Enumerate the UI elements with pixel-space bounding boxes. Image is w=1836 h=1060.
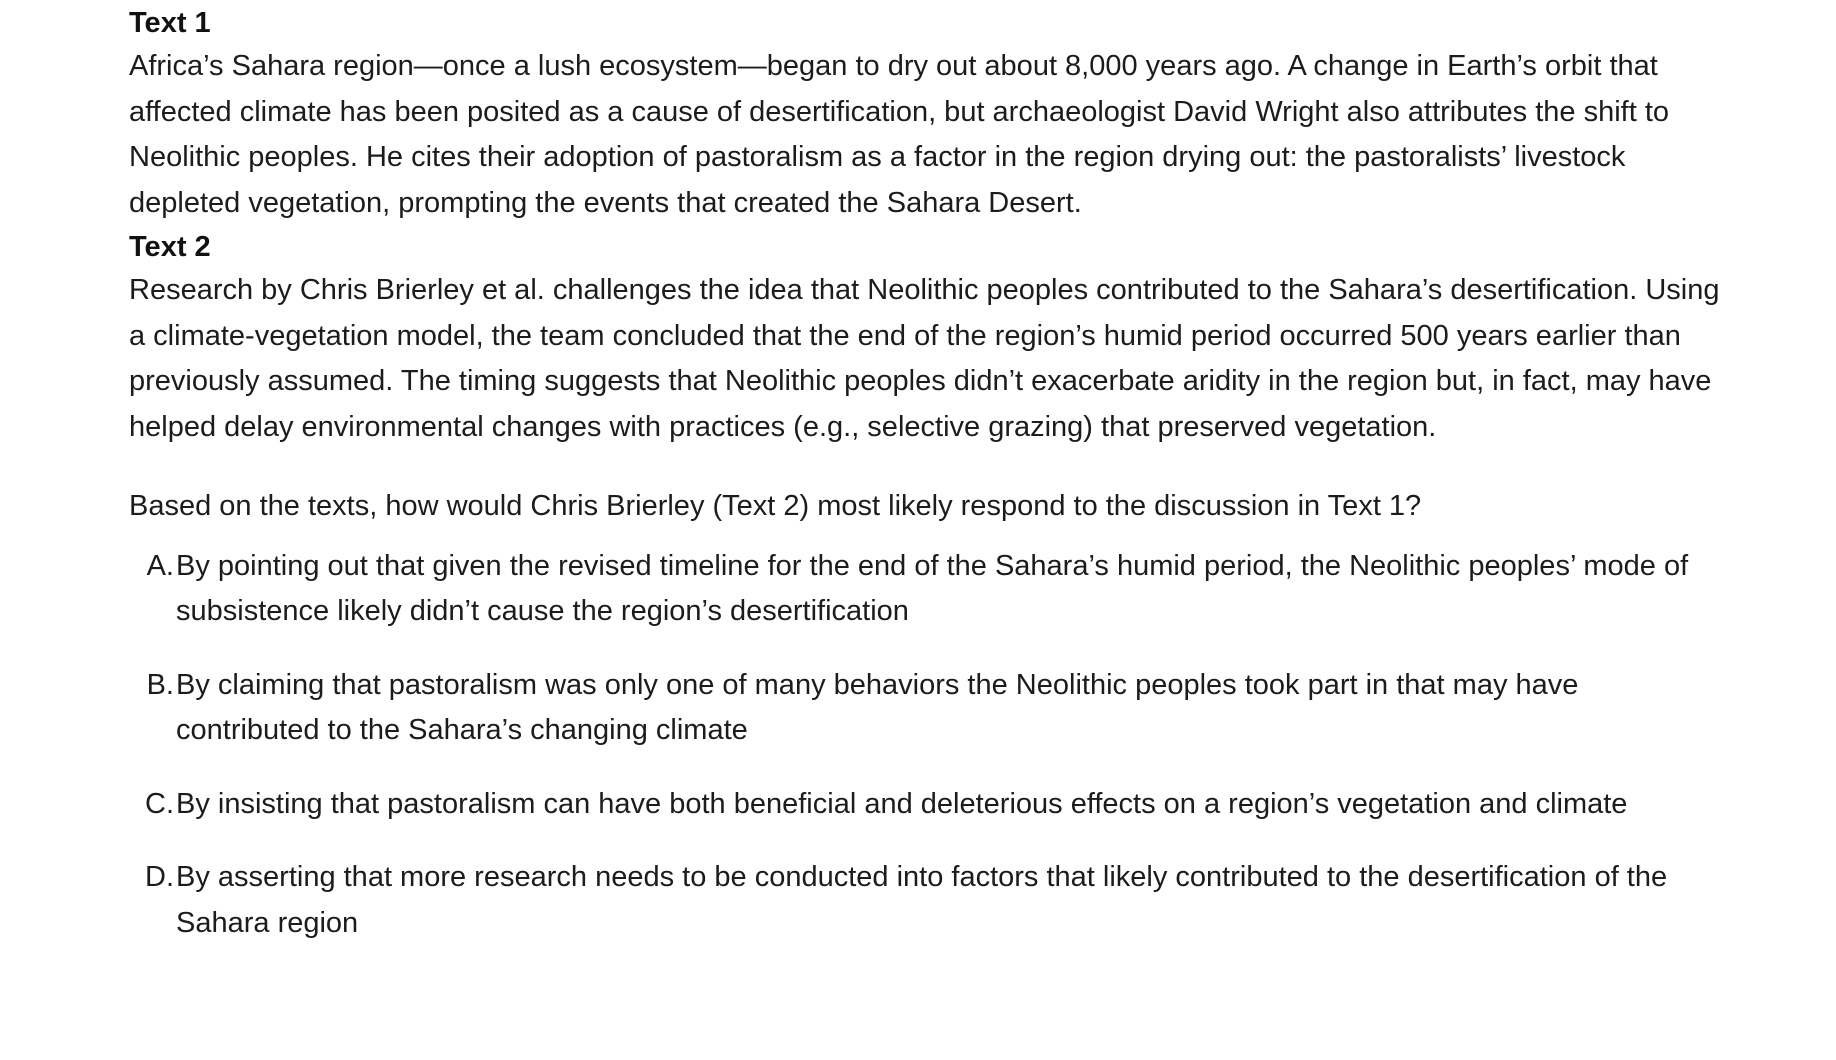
choice-d[interactable]: D. By asserting that more research needs… [129,855,1729,946]
choice-c-text: By insisting that pastoralism can have b… [176,787,1628,820]
text2-heading: Text 2 [129,231,211,263]
choice-b-text: By claiming that pastoralism was only on… [176,668,1579,747]
answer-choices: A. By pointing out that given the revise… [129,544,1729,947]
choice-b[interactable]: B. By claiming that pastoralism was only… [129,663,1729,754]
choice-c-letter: C. [145,787,174,820]
choice-a-letter: A. [146,549,174,582]
choice-a-text: By pointing out that given the revised t… [176,549,1689,628]
choice-c[interactable]: C. By insisting that pastoralism can hav… [129,782,1729,828]
choice-d-letter: D. [145,861,174,893]
text1-heading: Text 1 [129,7,211,39]
text2-passage: Research by Chris Brierley et al. challe… [129,274,1720,443]
question-content: Text 1 Africa’s Sahara region—once a lus… [129,2,1729,974]
choice-a[interactable]: A. By pointing out that given the revise… [129,544,1729,635]
text1-passage: Africa’s Sahara region—once a lush ecosy… [129,50,1670,219]
question-prompt: Based on the texts, how would Chris Brie… [129,490,1422,522]
choice-b-letter: B. [146,668,174,701]
choice-d-text: By asserting that more research needs to… [176,861,1668,939]
